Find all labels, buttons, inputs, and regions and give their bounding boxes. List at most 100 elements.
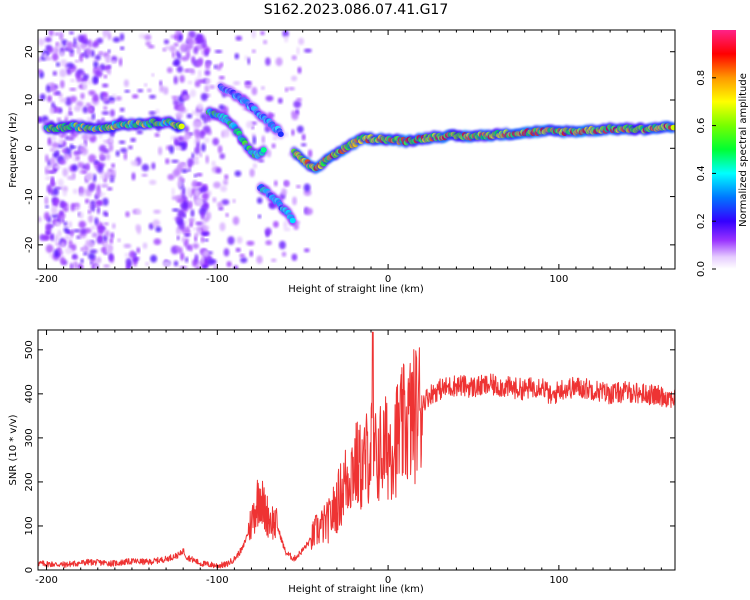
spectrogram-speckle <box>52 198 60 205</box>
colorbar-tick-label: 0.6 <box>696 118 707 134</box>
spectrogram-speckle <box>111 60 117 64</box>
x-tick-label: -200 <box>35 274 58 285</box>
snr-x-ticks: -200 -100 0 100 <box>35 330 662 586</box>
spectrogram-speckle <box>200 93 208 101</box>
spectrogram-speckle <box>80 52 86 57</box>
spectrogram-speckle <box>184 233 191 237</box>
snr-series-line <box>38 331 675 569</box>
spectrogram-speckle <box>111 93 117 97</box>
spectrogram-speckle <box>50 176 55 186</box>
spectrogram-speckle <box>68 136 75 141</box>
spectrogram-speckle <box>117 238 121 243</box>
spectrogram-speckle <box>213 263 217 269</box>
spectrogram-speckle <box>176 65 183 73</box>
spectrogram-speckle <box>196 38 205 44</box>
spectrogram-speckle <box>204 238 209 242</box>
spectrogram-speckle <box>88 107 94 113</box>
ridge-core <box>670 124 675 131</box>
spectrogram-speckle <box>257 214 262 219</box>
spectrogram-speckle <box>142 242 148 249</box>
spectrogram-speckle <box>195 60 203 68</box>
spectrogram-speckle <box>191 110 197 115</box>
spectrogram-speckle <box>120 147 128 153</box>
spectrogram-speckle <box>204 69 211 76</box>
spectrogram-speckle <box>201 224 210 232</box>
spectrogram-speckle <box>192 120 201 129</box>
spectrogram-speckle <box>278 240 286 250</box>
spectrogram-speckle <box>284 87 289 92</box>
spectrogram-speckle <box>105 153 111 161</box>
spectrogram-speckle <box>247 57 251 65</box>
spectrogram-speckle <box>212 137 220 146</box>
x-tick-label: 0 <box>385 575 391 586</box>
spectrogram-speckle <box>179 74 185 83</box>
spectrogram-speckle <box>94 217 98 226</box>
spectrogram-speckle <box>78 146 84 150</box>
spectrogram-speckle <box>217 145 223 154</box>
spectrogram-speckle <box>80 258 84 264</box>
spectrogram-speckle <box>60 80 65 89</box>
spectrogram-speckle <box>97 226 105 234</box>
spectrogram-speckle <box>107 33 112 41</box>
spectrogram-speckle <box>51 142 59 149</box>
y-tick-label: -10 <box>24 188 35 204</box>
spectrogram-speckle <box>173 100 180 106</box>
colorbar-tick-label: 0.4 <box>696 165 707 181</box>
spectrogram-speckle <box>199 130 205 139</box>
spectrogram-speckle <box>111 163 115 168</box>
spectrogram-speckle <box>62 190 67 197</box>
spectrogram-speckle <box>50 82 55 91</box>
spectrogram-speckle <box>169 45 177 53</box>
spectrogram-speckle <box>59 31 64 41</box>
spectrogram-speckle <box>184 68 191 73</box>
spectrogram-speckle <box>111 223 116 229</box>
spectrogram-speckle <box>82 170 88 174</box>
spectrogram-speckle <box>45 205 49 209</box>
spectrogram-speckle <box>191 152 195 159</box>
spectrogram-speckle <box>177 136 183 142</box>
spectrogram-speckle <box>84 198 90 204</box>
spectrogram-speckle <box>275 57 283 67</box>
spectrogram-speckle <box>49 106 55 115</box>
spectrogram-speckle <box>59 256 66 265</box>
spectrogram-speckle <box>118 140 126 144</box>
y-tick-label: 0 <box>24 145 35 151</box>
spectrogram-speckle <box>103 105 108 111</box>
spectrogram-speckle <box>212 197 217 203</box>
spectrogram-speckle <box>96 256 102 264</box>
spectrogram-speckle <box>86 116 94 124</box>
spectrogram-speckle <box>52 46 60 54</box>
spectrogram-speckle <box>205 61 210 70</box>
spectrogram-speckle <box>175 111 183 120</box>
spectrogram-speckle <box>181 169 188 174</box>
spectrogram-speckle <box>213 181 221 189</box>
spectrogram-speckle <box>192 243 200 249</box>
spectrogram-x-axis-label: Height of straight line (km) <box>288 284 424 295</box>
spectrogram-speckle <box>129 250 136 259</box>
spectrogram-x-ticks: -200 -100 0 100 <box>35 30 662 285</box>
spectrogram-speckle <box>162 260 171 267</box>
spectrogram-speckle <box>75 155 80 161</box>
spectrogram-speckle <box>38 69 43 74</box>
spectrogram-speckle <box>97 66 102 72</box>
spectrogram-speckle <box>98 144 107 153</box>
spectrogram-speckle <box>104 230 110 237</box>
spectrogram-speckle <box>115 150 120 157</box>
spectrogram-speckle <box>78 187 86 194</box>
spectrogram-speckle <box>189 89 197 98</box>
spectrogram-speckle <box>169 145 175 154</box>
spectrogram-speckle <box>108 252 114 262</box>
spectrogram-speckle <box>153 238 162 245</box>
spectrogram-speckle <box>211 160 216 167</box>
spectrogram-speckle <box>158 146 163 156</box>
spectrogram-speckle <box>88 215 94 223</box>
spectrogram-speckle <box>234 170 242 177</box>
spectrogram-speckle <box>92 93 99 103</box>
spectrogram-speckle <box>88 183 96 192</box>
spectrogram-speckle <box>281 188 287 196</box>
spectrogram-speckle <box>144 34 152 41</box>
spectrogram-speckle <box>59 159 67 165</box>
spectrogram-speckle <box>281 251 287 257</box>
spectrogram-speckle <box>87 210 92 214</box>
spectrogram-speckle <box>137 89 144 93</box>
